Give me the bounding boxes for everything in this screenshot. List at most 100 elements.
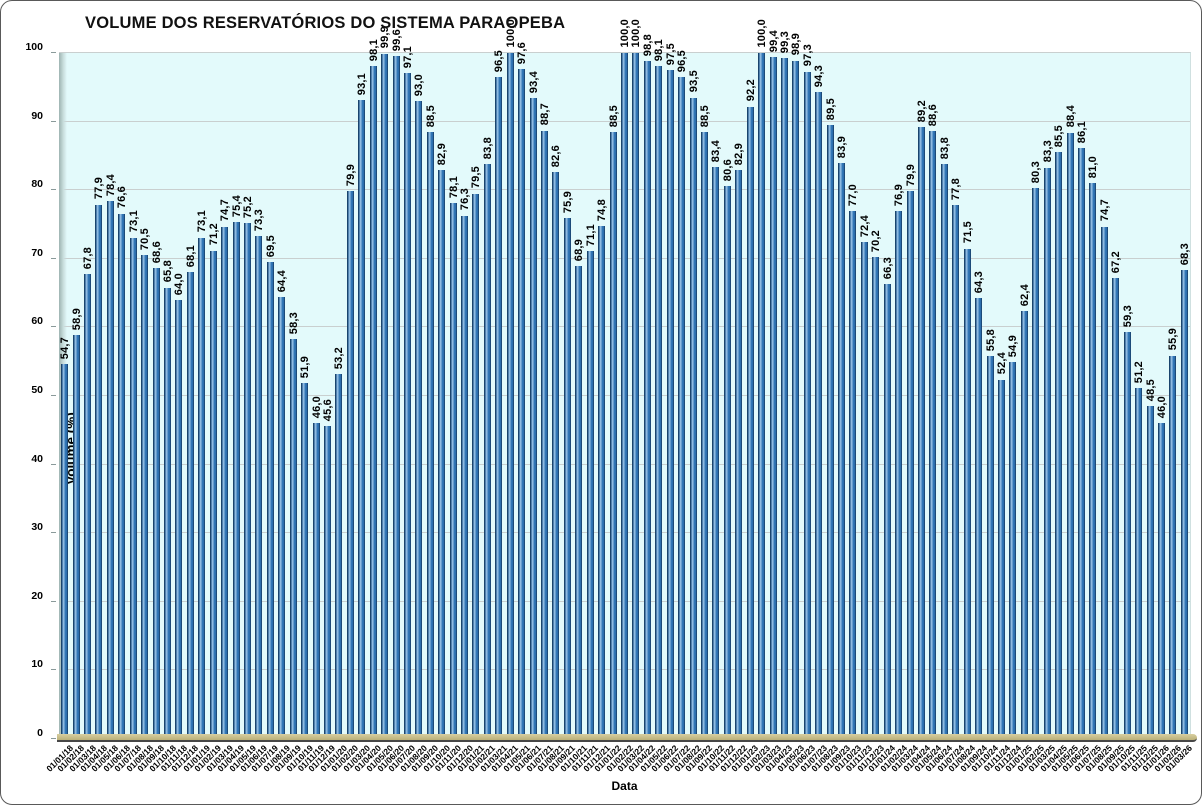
bar bbox=[278, 297, 286, 739]
bar bbox=[609, 131, 617, 739]
bar-value-label: 67,2 bbox=[1110, 250, 1123, 274]
y-tick-mark bbox=[51, 600, 56, 602]
bar-value-label: 68,9 bbox=[573, 239, 586, 262]
bar bbox=[186, 271, 194, 739]
bar bbox=[506, 53, 514, 739]
bar-value-label: 97,1 bbox=[401, 45, 414, 68]
bar-value-label: 98,1 bbox=[367, 38, 380, 62]
bar-value-label: 76,3 bbox=[459, 188, 472, 211]
bar bbox=[266, 262, 274, 739]
bar bbox=[106, 201, 114, 739]
bar-value-label: 97,3 bbox=[801, 44, 814, 67]
bar bbox=[586, 251, 594, 739]
bar-value-label: 64,3 bbox=[973, 270, 986, 293]
bar bbox=[129, 237, 137, 739]
bar-value-label: 82,6 bbox=[550, 145, 563, 168]
bar-value-label: 45,6 bbox=[321, 398, 334, 422]
bar-value-label: 100,0 bbox=[756, 19, 769, 48]
y-tick-label: 10 bbox=[31, 658, 43, 671]
bar bbox=[312, 423, 320, 739]
bar-value-label: 89,5 bbox=[824, 97, 837, 121]
y-tick-mark bbox=[51, 669, 56, 671]
bar-value-label: 83,9 bbox=[836, 136, 849, 159]
bar bbox=[860, 242, 868, 739]
bar bbox=[769, 57, 777, 739]
bar bbox=[209, 250, 217, 739]
bar bbox=[929, 131, 937, 739]
bar bbox=[1146, 406, 1154, 739]
y-tick-label: 30 bbox=[31, 521, 43, 534]
y-tick-label: 20 bbox=[31, 589, 43, 602]
bar bbox=[1043, 167, 1051, 739]
bar-value-label: 83,3 bbox=[1041, 140, 1054, 163]
gridline bbox=[59, 52, 1190, 53]
bar bbox=[175, 299, 183, 739]
bar bbox=[415, 101, 423, 739]
bar-value-label: 93,5 bbox=[687, 70, 700, 93]
bar-value-label: 97,6 bbox=[516, 42, 529, 65]
bar-value-label: 67,8 bbox=[82, 246, 95, 269]
bar bbox=[84, 273, 92, 739]
bar-value-label: 88,6 bbox=[927, 104, 940, 127]
bar bbox=[472, 193, 480, 739]
bar bbox=[1169, 355, 1177, 739]
bar-value-label: 51,9 bbox=[299, 355, 312, 378]
bar-value-label: 71,5 bbox=[961, 221, 974, 244]
bar-value-label: 64,0 bbox=[173, 272, 186, 295]
bar-value-label: 79,5 bbox=[470, 166, 483, 189]
bar bbox=[895, 211, 903, 739]
bar bbox=[1009, 362, 1017, 739]
bar-value-label: 55,8 bbox=[984, 329, 997, 352]
bar-value-label: 69,5 bbox=[264, 235, 277, 258]
bar-value-label: 62,4 bbox=[1018, 283, 1031, 306]
y-tick-label: 90 bbox=[31, 109, 43, 122]
bar bbox=[1112, 278, 1120, 739]
bar-value-label: 83,8 bbox=[938, 136, 951, 160]
y-tick-mark bbox=[51, 738, 56, 739]
bar bbox=[849, 210, 857, 739]
bar-value-label: 46,0 bbox=[1155, 396, 1168, 419]
bar bbox=[689, 97, 697, 739]
bar bbox=[1055, 152, 1063, 739]
bar bbox=[1135, 387, 1143, 739]
bar bbox=[563, 218, 571, 739]
bar-value-label: 100,0 bbox=[630, 19, 643, 48]
bar bbox=[975, 297, 983, 739]
bar-value-label: 79,9 bbox=[904, 163, 917, 186]
bar-value-label: 74,8 bbox=[596, 198, 609, 221]
bar bbox=[643, 61, 651, 739]
bar-value-label: 98,9 bbox=[790, 33, 803, 56]
bar bbox=[152, 268, 160, 739]
y-tick-label: 50 bbox=[31, 384, 43, 396]
bar bbox=[1020, 310, 1028, 739]
bar-value-label: 82,9 bbox=[733, 143, 746, 166]
bar bbox=[346, 190, 354, 739]
bar bbox=[792, 60, 800, 739]
bar bbox=[678, 77, 686, 739]
bar-value-label: 68,1 bbox=[184, 244, 197, 267]
bar bbox=[221, 226, 229, 739]
bar-value-label: 58,3 bbox=[287, 311, 300, 335]
bar bbox=[655, 66, 663, 739]
bar bbox=[1100, 226, 1108, 739]
bar-value-label: 53,2 bbox=[333, 346, 346, 370]
bar-value-label: 64,4 bbox=[276, 270, 289, 293]
bar bbox=[712, 166, 720, 739]
bar bbox=[815, 92, 823, 739]
bar-value-label: 51,2 bbox=[1133, 360, 1146, 383]
bar bbox=[621, 53, 628, 739]
y-tick-mark bbox=[51, 257, 56, 259]
bar-value-label: 54,7 bbox=[59, 336, 72, 359]
bar-value-label: 71,1 bbox=[584, 224, 597, 247]
bar bbox=[952, 205, 960, 739]
bar bbox=[735, 170, 743, 739]
bar bbox=[700, 131, 708, 739]
bar bbox=[826, 125, 834, 739]
bar bbox=[1066, 132, 1074, 739]
bar-value-label: 96,5 bbox=[676, 49, 689, 73]
bar bbox=[575, 266, 583, 739]
bar-value-label: 74,7 bbox=[219, 199, 232, 222]
bar-value-label: 75,4 bbox=[230, 194, 243, 217]
bar bbox=[529, 98, 537, 739]
bar-value-label: 88,4 bbox=[1064, 105, 1077, 128]
